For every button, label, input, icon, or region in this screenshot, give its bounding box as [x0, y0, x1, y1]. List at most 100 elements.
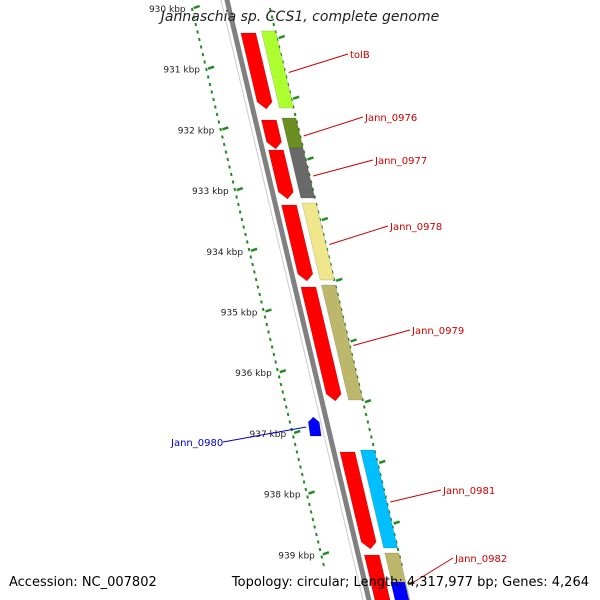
inner-ruler-dot: [192, 15, 196, 19]
inner-ruler-dot: [205, 67, 208, 72]
inner-ruler-dot: [208, 82, 212, 87]
label-connector: [353, 329, 411, 346]
inner-ruler-dot: [237, 202, 240, 207]
inner-ruler-dot: [213, 105, 217, 109]
major-tick: [207, 65, 215, 70]
inner-ruler-dot: [284, 405, 288, 409]
inner-ruler-dot: [274, 360, 277, 364]
inner-ruler-dot: [288, 420, 292, 424]
tick-label: 937 kbp: [250, 430, 287, 440]
gene-label: Jann_0980: [170, 438, 223, 449]
inner-ruler-dot: [245, 240, 249, 244]
outer-tick: [335, 277, 343, 282]
outer-ruler-dot: [370, 435, 373, 439]
inner-ruler-dot: [309, 510, 313, 514]
inner-ruler-dot: [292, 435, 295, 439]
inner-ruler-dot: [281, 390, 285, 394]
inner-ruler-dot: [235, 195, 238, 199]
inner-ruler-dot: [251, 262, 254, 267]
inner-ruler-dot: [308, 502, 311, 507]
inner-ruler-dot: [293, 442, 297, 447]
inner-ruler-dot: [217, 120, 221, 124]
cds-arrow: [300, 286, 342, 402]
inner-ruler-dot: [224, 150, 228, 154]
inner-ruler-dot: [316, 540, 320, 544]
inner-ruler-dot: [258, 292, 261, 297]
inner-ruler-dot: [240, 217, 244, 222]
inner-ruler-dot: [196, 30, 199, 34]
backbone-line: [224, 0, 372, 600]
inner-ruler-dot: [286, 412, 290, 417]
outer-ruler-dot: [368, 427, 371, 432]
outer-ruler-dot: [366, 420, 370, 424]
major-tick: [322, 551, 330, 556]
inner-ruler-dot: [306, 495, 309, 499]
inner-ruler-dot: [194, 22, 198, 27]
gene-label: Jann_0979: [411, 326, 464, 337]
inner-ruler-dot: [297, 457, 301, 462]
inner-ruler-dot: [233, 187, 237, 192]
inner-ruler-dot: [206, 75, 210, 79]
inner-ruler-dot: [190, 7, 194, 12]
gene-box-jann_0978: [301, 202, 335, 281]
inner-ruler-dot: [322, 562, 325, 567]
inner-ruler-dot: [199, 45, 203, 49]
inner-ruler-dot: [203, 60, 206, 64]
cds-arrow: [281, 204, 314, 282]
gene-box-jann_0976: [281, 117, 304, 149]
major-tick: [308, 490, 315, 495]
inner-ruler-dot: [219, 127, 222, 132]
outer-ruler-dot: [268, 7, 272, 12]
inner-ruler-dot: [249, 255, 253, 259]
gene-label: Jann_0977: [374, 156, 427, 167]
gene-label: Jann_0976: [364, 113, 417, 124]
inner-ruler-dot: [270, 345, 274, 349]
cds-arrow: [261, 119, 282, 150]
outer-tick: [278, 34, 286, 40]
inner-ruler-dot: [283, 397, 286, 402]
inner-ruler-dot: [311, 517, 315, 522]
label-connector: [409, 557, 454, 585]
tick-label: 935 kbp: [221, 309, 258, 319]
major-tick: [236, 186, 244, 192]
inner-ruler-dot: [302, 480, 306, 484]
gene-box-jann_0980: [307, 416, 322, 437]
inner-ruler-dot: [254, 277, 258, 282]
inner-ruler-dot: [299, 465, 302, 469]
tick-label: 930 kbp: [149, 5, 186, 15]
inner-ruler-dot: [260, 300, 263, 304]
label-connector: [390, 489, 442, 503]
inner-ruler-dot: [267, 330, 270, 334]
backbone-layer: [220, 0, 372, 600]
gene-box-tolb: [261, 30, 294, 109]
label-connector: [329, 225, 389, 245]
inner-ruler-dot: [300, 472, 304, 477]
cds-arrow: [240, 32, 273, 110]
tick-label: 938 kbp: [264, 491, 301, 501]
gene-label: Jann_0981: [442, 486, 495, 497]
inner-ruler-dot: [247, 247, 251, 252]
outer-tick: [321, 216, 329, 222]
cds-arrow: [339, 451, 377, 550]
gene-box-jann_0979: [321, 284, 363, 401]
gene-box-jann_0977: [288, 147, 316, 199]
features-layer: [240, 30, 411, 600]
inner-ruler-dot: [222, 142, 226, 147]
outer-tick: [350, 338, 357, 343]
inner-ruler-dot: [242, 225, 246, 229]
accession-text: Accession: NC_007802: [9, 575, 157, 590]
inner-ruler-dot: [226, 157, 230, 162]
tick-label: 934 kbp: [206, 248, 243, 258]
inner-ruler-dot: [231, 180, 235, 184]
inner-ruler-dot: [229, 172, 233, 177]
outer-ruler-dot: [364, 412, 368, 417]
major-tick: [250, 247, 258, 252]
major-tick: [193, 4, 201, 10]
inner-ruler-dot: [304, 487, 308, 492]
outer-tick: [378, 459, 386, 465]
inner-ruler-dot: [313, 525, 317, 529]
label-connector: [288, 53, 349, 73]
inner-ruler-dot: [279, 382, 283, 387]
inner-ruler-dot: [253, 270, 256, 274]
inner-ruler-dot: [210, 90, 214, 94]
